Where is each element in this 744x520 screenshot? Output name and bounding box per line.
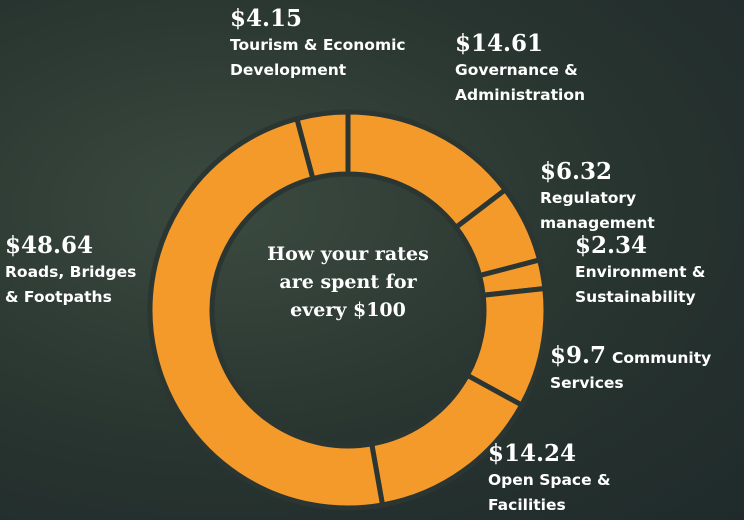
- segment-label: $2.34 Environment & Sustainability: [575, 232, 715, 310]
- value-label: $6.32: [540, 158, 613, 185]
- segment-label: $14.61 Governance & Administration: [455, 30, 615, 108]
- value-label: $2.34: [575, 232, 648, 259]
- donut-segment: [293, 109, 351, 182]
- value-label: $14.24: [488, 440, 577, 467]
- chart-title: How your rates are spent for every $100: [267, 243, 429, 321]
- segment-label: $4.15 Tourism & Economic Development: [230, 5, 420, 83]
- segment-label: $9.7 Community Services: [550, 342, 730, 396]
- category-label: Governance & Administration: [455, 61, 586, 104]
- segment-label: $48.64 Roads, Bridges & Footpaths: [5, 232, 145, 310]
- category-label: Roads, Bridges & Footpaths: [5, 263, 137, 306]
- category-label: Community Services: [550, 349, 712, 392]
- category-label: Open Space & Facilities: [488, 471, 611, 514]
- donut-segment: [147, 115, 386, 511]
- segment-label: $14.24 Open Space & Facilities: [488, 440, 628, 518]
- category-label: Environment & Sustainability: [575, 263, 706, 306]
- value-label: $9.7: [550, 342, 607, 369]
- category-label: Tourism & Economic Development: [230, 36, 406, 79]
- value-label: $4.15: [230, 5, 303, 32]
- value-label: $14.61: [455, 30, 544, 57]
- value-label: $48.64: [5, 232, 94, 259]
- category-label: Regulatory management: [540, 189, 655, 232]
- segment-label: $6.32 Regulatory management: [540, 158, 744, 236]
